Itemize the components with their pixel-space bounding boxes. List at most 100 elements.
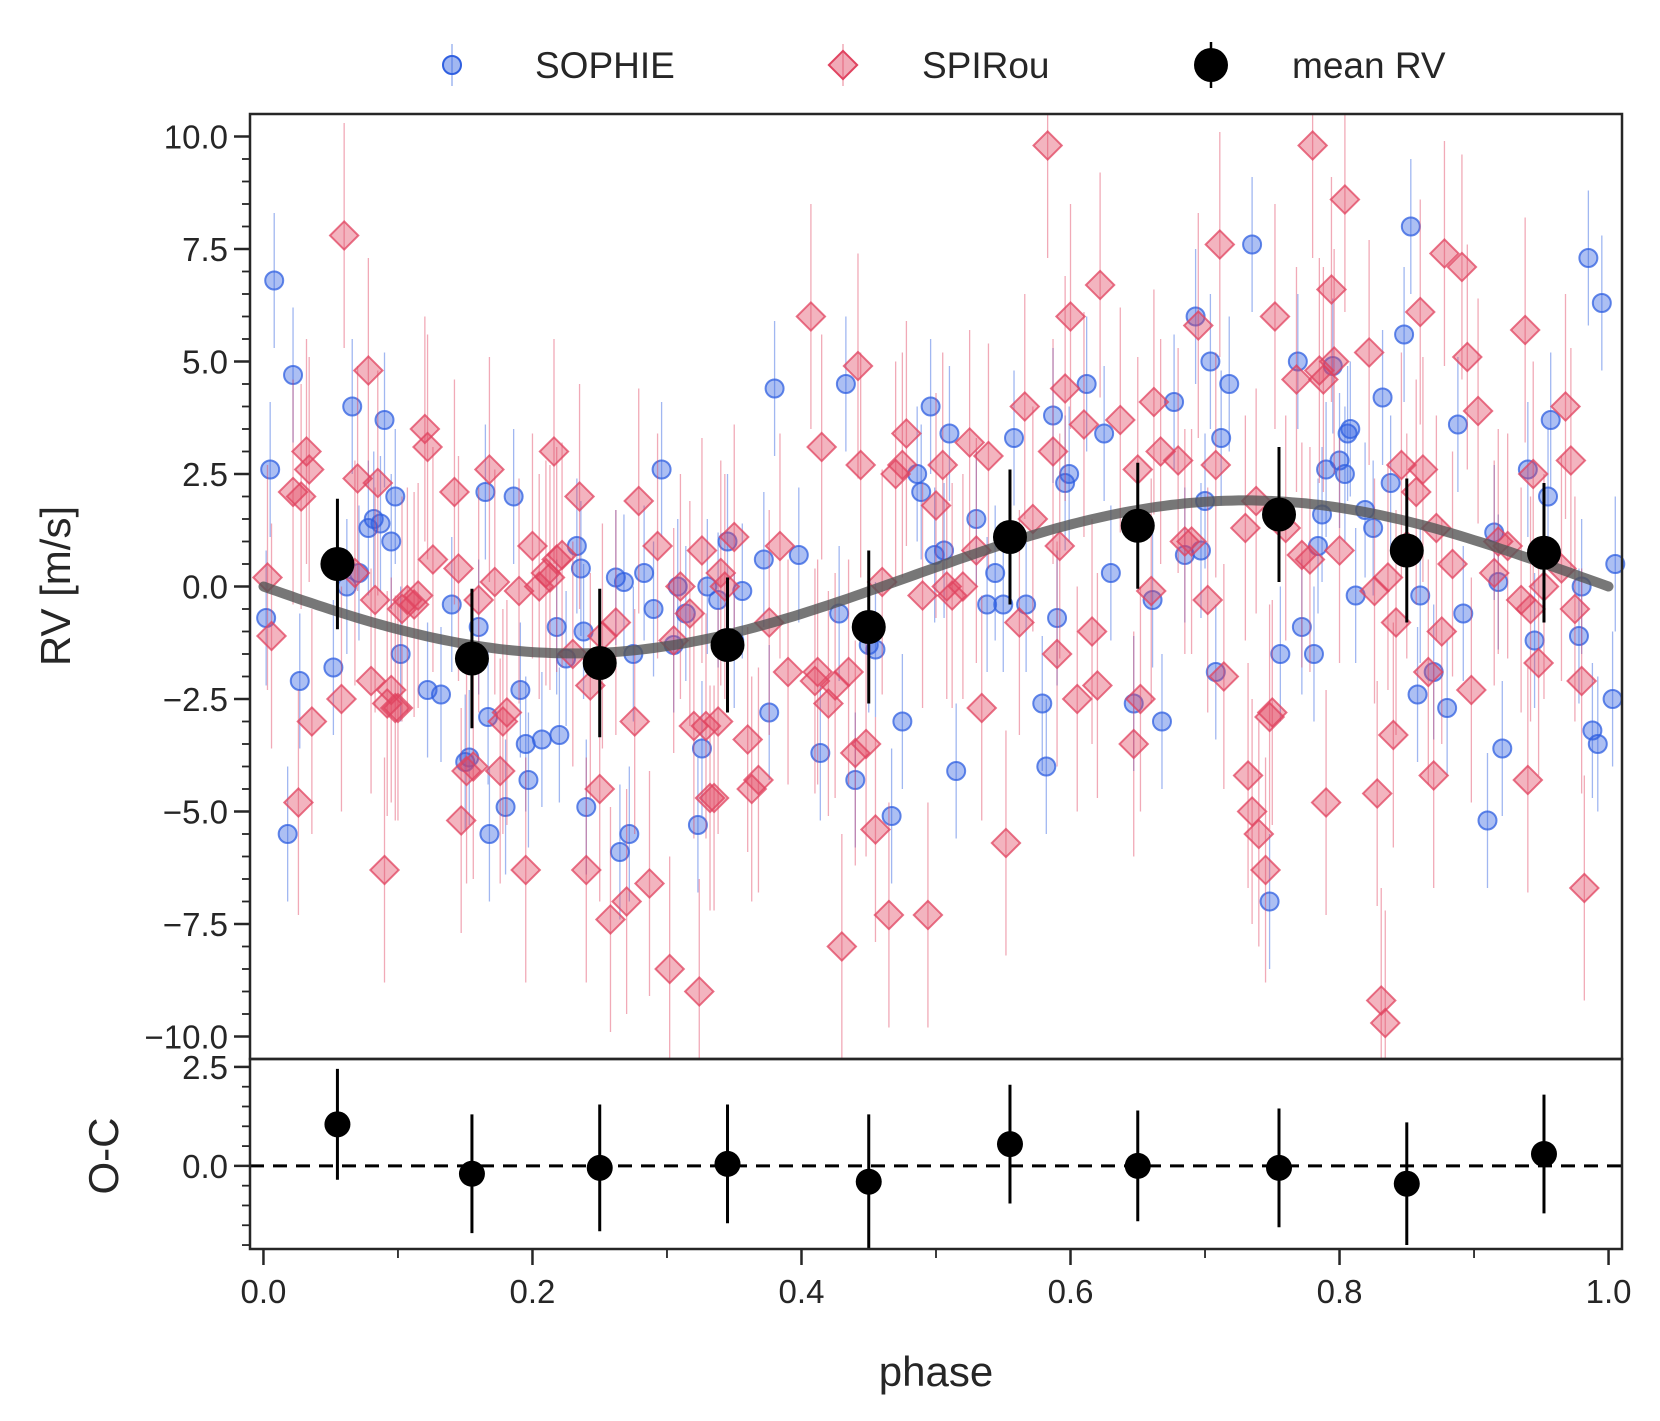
mean-rv-marker <box>320 547 355 581</box>
spirou-marker <box>966 692 998 724</box>
spirou-marker <box>328 219 360 252</box>
sophie-marker <box>1568 626 1589 646</box>
spirou-point <box>845 352 877 578</box>
oc-residual-point <box>996 1084 1023 1204</box>
spirou-marker <box>1555 444 1587 477</box>
sophie-marker <box>283 365 304 385</box>
sophie-point <box>518 712 539 848</box>
mean-rv-points <box>320 447 1561 738</box>
spirou-marker <box>1377 719 1409 751</box>
sophie-point <box>510 622 531 758</box>
sophie-marker <box>1437 698 1458 718</box>
sophie-point <box>475 424 496 560</box>
sophie-marker <box>1016 594 1037 615</box>
oc-panel-frame <box>248 1057 1624 1251</box>
spirou-marker <box>1568 872 1600 904</box>
oc-x-ticks: 0.0 0.2 0.4 0.6 0.8 1.0 <box>241 1249 1631 1310</box>
spirou-marker <box>352 354 384 387</box>
spirou-point <box>1162 348 1194 573</box>
sophie-point <box>479 766 500 902</box>
spirou-marker <box>1145 435 1177 468</box>
spirou-point <box>839 640 871 866</box>
sophie-marker <box>518 770 539 790</box>
spirou-marker <box>342 462 374 495</box>
spirou-point <box>972 343 1005 569</box>
sophie-marker <box>920 396 941 417</box>
oc-residual-marker <box>996 1131 1023 1158</box>
sophie-point <box>1340 361 1361 497</box>
rv-y-minor-ticks <box>242 158 250 1015</box>
sophie-point <box>829 546 850 681</box>
spirou-marker <box>764 530 796 562</box>
sophie-marker <box>1200 351 1221 372</box>
sophie-marker <box>1578 248 1599 268</box>
sophie-marker <box>934 540 955 561</box>
spirou-marker <box>438 476 471 508</box>
spirou-point <box>563 384 596 609</box>
sophie-marker <box>1123 693 1144 714</box>
spirou-marker <box>1418 759 1450 792</box>
sophie-point <box>865 582 886 717</box>
sophie-marker <box>687 815 708 835</box>
spirou-point <box>255 523 288 749</box>
sophie-marker <box>1400 216 1421 237</box>
sophie-marker <box>1380 473 1401 493</box>
spirou-point <box>1104 307 1136 533</box>
sophie-marker <box>264 270 285 291</box>
sophie-point <box>881 748 902 884</box>
spirou-marker <box>1081 669 1113 702</box>
spirou-marker <box>736 773 768 805</box>
x-tick-label: 0.0 <box>241 1273 287 1310</box>
spirou-marker <box>654 953 686 985</box>
sophie-point <box>911 424 932 560</box>
spirou-point <box>1138 289 1170 515</box>
spirou-marker <box>584 773 616 805</box>
spirou-point <box>1365 888 1397 1059</box>
spirou-marker <box>382 692 414 724</box>
spirou-point <box>296 609 328 834</box>
sophie-marker <box>385 486 406 507</box>
spirou-marker <box>1451 341 1483 373</box>
sophie-marker <box>1190 540 1211 561</box>
spirou-point <box>736 676 768 902</box>
spirou-marker <box>538 435 570 468</box>
sophie-point <box>1400 159 1421 294</box>
sophie-point <box>576 739 597 875</box>
spirou-marker <box>368 854 401 886</box>
oc-residual-point <box>1393 1122 1420 1246</box>
spirou-point <box>1555 348 1587 573</box>
sophie-marker <box>939 423 960 444</box>
sophie-marker <box>753 549 774 570</box>
spirou-marker <box>479 566 511 598</box>
spirou-marker <box>1204 228 1236 261</box>
spirou-marker <box>359 584 391 616</box>
sophie-point <box>1447 357 1468 492</box>
sophie-point <box>1059 406 1080 542</box>
spirou-marker <box>523 570 555 603</box>
oc-residual-point <box>1124 1110 1151 1222</box>
spirou-marker <box>1135 575 1167 607</box>
spirou-point <box>674 501 706 726</box>
spirou-point <box>1084 172 1116 398</box>
spirou-marker <box>880 458 912 490</box>
spirou-point <box>293 357 325 582</box>
sophie-point <box>613 514 634 650</box>
sophie-marker <box>1517 459 1538 480</box>
spirou-marker <box>906 579 939 612</box>
spirou-point <box>491 600 523 825</box>
spirou-marker <box>664 570 696 603</box>
spirou-point <box>802 559 834 785</box>
sophie-marker <box>1205 662 1226 682</box>
spirou-marker <box>1044 530 1076 562</box>
sophie-marker <box>1410 585 1431 606</box>
spirou-marker <box>674 597 706 630</box>
spirou-point <box>1254 604 1286 830</box>
spirou-marker <box>1138 386 1170 418</box>
sophie-point <box>260 402 281 537</box>
spirou-marker <box>534 561 566 594</box>
spirou-marker <box>702 705 734 738</box>
spirou-point <box>473 357 505 582</box>
spirou-marker <box>890 417 922 450</box>
sophie-point <box>431 627 452 762</box>
mean-rv-point <box>1120 462 1155 589</box>
